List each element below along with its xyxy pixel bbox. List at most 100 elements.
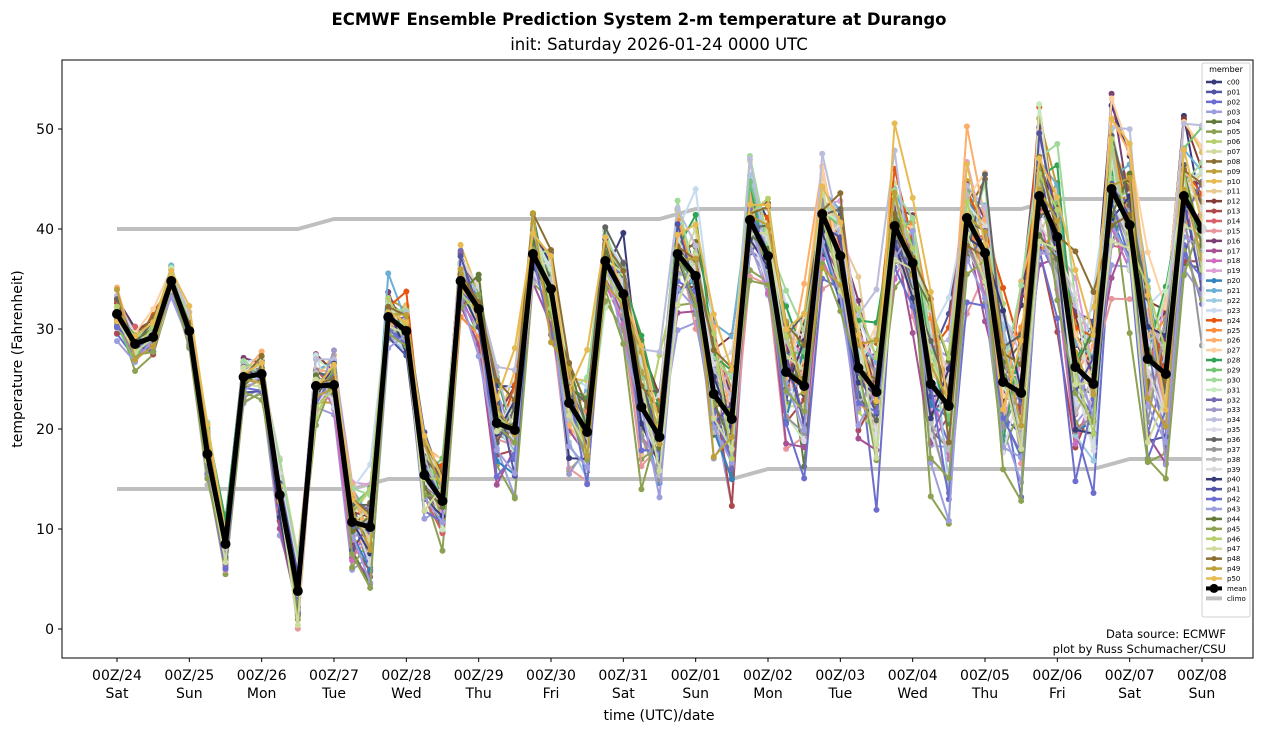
mean-point xyxy=(274,490,285,500)
legend-label: p08 xyxy=(1227,158,1240,166)
mean-point xyxy=(401,326,412,336)
legend-marker xyxy=(1211,79,1217,85)
legend-entry-p34: p34 xyxy=(1206,416,1241,424)
x-tick-label-time: 00Z/27 xyxy=(309,668,359,684)
member-point xyxy=(1090,457,1097,464)
member-point xyxy=(638,463,645,470)
legend-label: p32 xyxy=(1227,396,1240,404)
member-point xyxy=(1126,126,1133,133)
member-point xyxy=(1018,422,1025,429)
member-point xyxy=(584,374,591,381)
legend-entry-p46: p46 xyxy=(1206,535,1241,543)
member-point xyxy=(927,455,934,462)
member-point xyxy=(765,195,771,202)
legend-entry-p02: p02 xyxy=(1206,98,1240,106)
member-point xyxy=(1090,288,1097,295)
member-point xyxy=(1072,290,1079,297)
legend-marker xyxy=(1211,317,1217,323)
member-point xyxy=(909,294,916,301)
mean-point xyxy=(925,379,936,389)
mean-point xyxy=(835,251,846,261)
mean-point xyxy=(1034,191,1045,201)
legend-marker xyxy=(1211,287,1217,294)
member-point xyxy=(511,439,518,446)
member-point xyxy=(837,281,844,288)
member-point xyxy=(1000,415,1007,422)
member-point xyxy=(222,559,229,566)
member-point xyxy=(801,408,808,415)
member-point xyxy=(457,266,464,273)
legend-entry-p45: p45 xyxy=(1206,525,1240,533)
legend-entry-p35: p35 xyxy=(1206,426,1240,434)
chart-subtitle: init: Saturday 2026-01-24 0000 UTC xyxy=(510,35,808,54)
legend-label: p22 xyxy=(1227,297,1240,305)
mean-point xyxy=(1052,232,1063,242)
member-point xyxy=(1090,447,1097,454)
member-point xyxy=(783,440,790,447)
member-point xyxy=(819,183,826,190)
mean-point xyxy=(961,213,972,223)
legend-entry-p27: p27 xyxy=(1206,347,1240,355)
y-tick-label: 50 xyxy=(36,122,54,138)
member-point xyxy=(150,306,157,313)
legend-marker xyxy=(1211,486,1217,492)
member-point xyxy=(855,435,862,442)
member-point xyxy=(728,476,735,483)
member-point xyxy=(511,495,518,502)
member-point xyxy=(168,294,175,301)
legend-label: p28 xyxy=(1227,357,1240,365)
mean-point xyxy=(636,402,647,412)
member-point xyxy=(927,337,934,344)
mean-point xyxy=(763,251,773,261)
member-point xyxy=(331,347,337,354)
legend-label: p10 xyxy=(1227,178,1240,186)
x-tick-label-day: Thu xyxy=(465,686,492,702)
member-point xyxy=(1090,391,1097,398)
legend-label: p16 xyxy=(1227,237,1241,245)
legend-entry-p30: p30 xyxy=(1206,376,1240,384)
legend-marker xyxy=(1211,168,1217,174)
member-point xyxy=(638,420,645,427)
member-point xyxy=(819,150,826,157)
member-point xyxy=(1054,297,1061,304)
legend-entry-p13: p13 xyxy=(1206,208,1240,216)
x-tick-label-day: Sat xyxy=(106,686,129,702)
member-point xyxy=(982,171,988,178)
legend-entry-p43: p43 xyxy=(1206,505,1240,513)
member-point xyxy=(1054,217,1061,224)
x-tick-label-time: 00Z/25 xyxy=(164,668,214,684)
member-point xyxy=(963,123,970,130)
member-point xyxy=(511,366,518,373)
legend-marker xyxy=(1211,397,1217,403)
member-point xyxy=(710,347,717,354)
legend-label: p39 xyxy=(1227,466,1240,474)
member-point xyxy=(1072,266,1079,273)
member-point xyxy=(493,473,500,480)
member-point xyxy=(602,224,609,231)
member-point xyxy=(529,210,536,217)
legend-entry-p24: p24 xyxy=(1206,317,1241,325)
member-point xyxy=(1144,395,1151,402)
member-point xyxy=(312,376,319,383)
member-point xyxy=(1036,130,1043,137)
mean-point xyxy=(582,427,593,437)
mean-point xyxy=(455,276,466,286)
legend-entry-p36: p36 xyxy=(1206,436,1241,444)
member-point xyxy=(1054,194,1061,201)
member-point xyxy=(710,330,717,337)
legend-entry-p03: p03 xyxy=(1206,108,1240,116)
legend-entry-p15: p15 xyxy=(1206,227,1240,235)
legend-marker xyxy=(1211,208,1217,214)
member-point xyxy=(801,437,808,444)
member-point xyxy=(367,546,374,553)
x-tick-label-time: 00Z/03 xyxy=(815,668,865,684)
member-point xyxy=(1072,426,1079,433)
legend-entry-p14: p14 xyxy=(1206,218,1241,226)
member-point xyxy=(710,415,717,422)
member-point xyxy=(114,338,120,345)
member-point xyxy=(1162,288,1169,295)
legend-marker xyxy=(1211,426,1217,433)
legend-marker xyxy=(1211,278,1217,284)
member-point xyxy=(765,281,771,288)
mean-point xyxy=(256,369,267,379)
